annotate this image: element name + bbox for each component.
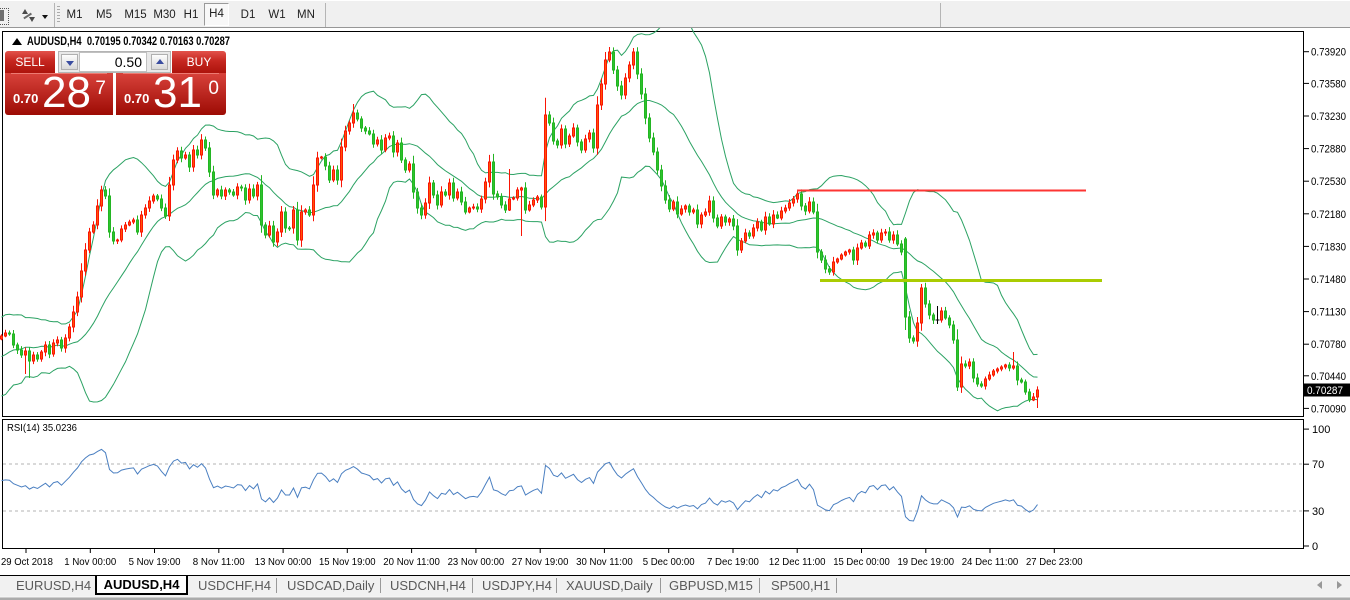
svg-text:AUDUSD,H4 0.70195 0.70342 0.7: AUDUSD,H4 0.70195 0.70342 0.70163 0.7028… bbox=[27, 36, 230, 48]
svg-text:70: 70 bbox=[1312, 459, 1324, 471]
svg-text:30 Nov 11:00: 30 Nov 11:00 bbox=[576, 556, 633, 568]
svg-text:24 Dec 11:00: 24 Dec 11:00 bbox=[962, 556, 1019, 568]
svg-text:0.72530: 0.72530 bbox=[1311, 176, 1346, 188]
svg-text:0.71480: 0.71480 bbox=[1311, 274, 1346, 286]
svg-text:100: 100 bbox=[1312, 424, 1330, 436]
svg-text:0.73580: 0.73580 bbox=[1311, 78, 1346, 90]
svg-text:27 Dec 23:00: 27 Dec 23:00 bbox=[1026, 556, 1083, 568]
svg-text:0.71830: 0.71830 bbox=[1311, 241, 1346, 253]
svg-text:15 Dec 00:00: 15 Dec 00:00 bbox=[833, 556, 890, 568]
svg-text:0.70090: 0.70090 bbox=[1311, 403, 1346, 415]
svg-text:19 Dec 19:00: 19 Dec 19:00 bbox=[898, 556, 955, 568]
svg-text:15 Nov 19:00: 15 Nov 19:00 bbox=[319, 556, 376, 568]
svg-text:29 Oct 2018: 29 Oct 2018 bbox=[1, 556, 53, 568]
svg-text:20 Nov 11:00: 20 Nov 11:00 bbox=[383, 556, 440, 568]
svg-text:23 Nov 00:00: 23 Nov 00:00 bbox=[448, 556, 505, 568]
svg-text:0.72180: 0.72180 bbox=[1311, 209, 1346, 221]
svg-text:8 Nov 11:00: 8 Nov 11:00 bbox=[193, 556, 245, 568]
svg-text:0.70287: 0.70287 bbox=[1307, 385, 1343, 397]
svg-text:0.72880: 0.72880 bbox=[1311, 144, 1346, 156]
svg-text:27 Nov 19:00: 27 Nov 19:00 bbox=[512, 556, 569, 568]
svg-text:RSI(14) 35.0236: RSI(14) 35.0236 bbox=[7, 422, 77, 434]
svg-text:7 Dec 19:00: 7 Dec 19:00 bbox=[707, 556, 759, 568]
svg-text:0.70440: 0.70440 bbox=[1311, 371, 1346, 383]
svg-text:30: 30 bbox=[1312, 506, 1324, 518]
svg-text:5 Dec 00:00: 5 Dec 00:00 bbox=[643, 556, 695, 568]
svg-text:0: 0 bbox=[1312, 541, 1318, 553]
svg-text:12 Dec 11:00: 12 Dec 11:00 bbox=[769, 556, 826, 568]
svg-text:0.71130: 0.71130 bbox=[1311, 307, 1346, 319]
svg-text:0.73230: 0.73230 bbox=[1311, 111, 1346, 123]
svg-text:5 Nov 19:00: 5 Nov 19:00 bbox=[129, 556, 181, 568]
svg-text:0.70780: 0.70780 bbox=[1311, 339, 1346, 351]
svg-text:13 Nov 00:00: 13 Nov 00:00 bbox=[255, 556, 312, 568]
svg-text:1 Nov 00:00: 1 Nov 00:00 bbox=[64, 556, 116, 568]
svg-text:0.73920: 0.73920 bbox=[1311, 47, 1346, 59]
